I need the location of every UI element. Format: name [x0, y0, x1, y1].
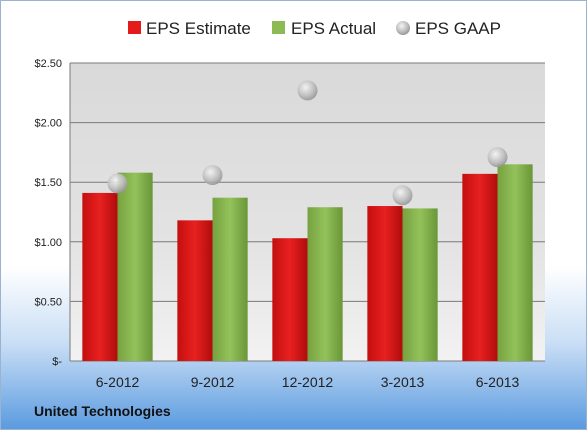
legend-label-actual: EPS Actual [291, 19, 376, 38]
estimate-bar [462, 173, 498, 361]
actual-bar [402, 208, 438, 361]
gaap-marker [392, 185, 413, 206]
category-label: 3-2013 [381, 374, 425, 390]
estimate-bar [177, 220, 213, 361]
gaap-marker [202, 165, 223, 186]
gaap-marker [107, 173, 128, 194]
legend-marker-gaap [396, 21, 410, 35]
x-axis-category-labels: 6-2012 9-2012 12-2012 3-2013 6-2013 [96, 374, 520, 390]
category-label: 6-2013 [476, 374, 520, 390]
y-tick-label: $2.00 [34, 118, 62, 130]
legend: EPS Estimate EPS Actual EPS GAAP [128, 19, 501, 38]
category-label: 9-2012 [191, 374, 235, 390]
legend-item-estimate: EPS Estimate [128, 19, 251, 38]
actual-bar [497, 164, 533, 361]
legend-item-actual: EPS Actual [272, 19, 376, 38]
estimate-bar [82, 192, 118, 361]
y-tick-label: $2.50 [34, 58, 62, 70]
gaap-marker [297, 80, 318, 101]
legend-swatch-estimate [128, 21, 141, 34]
estimate-bar [272, 238, 308, 361]
category-label: 6-2012 [96, 374, 140, 390]
gaap-markers [107, 80, 508, 206]
y-axis-tick-labels: $- $0.50 $1.00 $1.50 $2.00 $2.50 [34, 58, 62, 368]
actual-bar [117, 172, 153, 361]
actual-bar [307, 207, 343, 361]
actual-bar [212, 197, 248, 361]
company-footer: United Technologies [34, 403, 171, 419]
bars [82, 164, 533, 361]
y-tick-label: $- [52, 356, 62, 368]
y-tick-label: $1.50 [34, 177, 62, 189]
y-tick-label: $0.50 [34, 296, 62, 308]
category-label: 12-2012 [282, 374, 334, 390]
legend-label-gaap: EPS GAAP [415, 19, 501, 38]
legend-item-gaap: EPS GAAP [396, 19, 501, 38]
y-tick-label: $1.00 [34, 237, 62, 249]
legend-label-estimate: EPS Estimate [146, 19, 251, 38]
gaap-marker [487, 147, 508, 168]
legend-swatch-actual [272, 21, 285, 34]
estimate-bar [367, 206, 403, 361]
